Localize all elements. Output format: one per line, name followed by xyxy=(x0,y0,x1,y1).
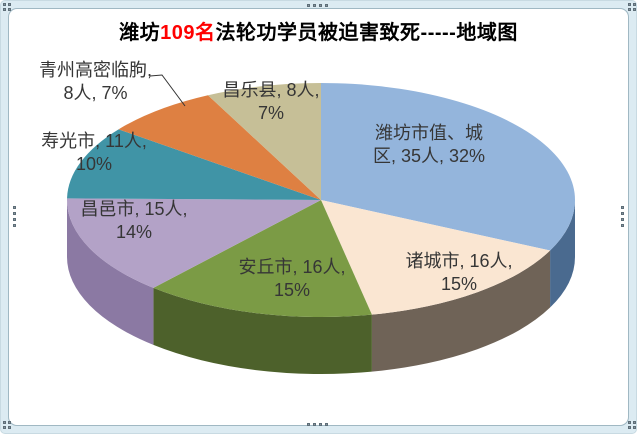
pie-side-诸城市[interactable] xyxy=(371,250,551,372)
pie-label-line: 潍坊市值、城 xyxy=(375,123,483,143)
pie-label-shouguang[interactable]: 寿光市, 11人, 10% xyxy=(4,130,184,176)
resize-handle-top[interactable] xyxy=(307,4,328,7)
pie-label-line: 安丘市, 16人, xyxy=(238,257,346,277)
pie-label-zhucheng[interactable]: 诸城市, 16人, 15% xyxy=(369,250,549,296)
chart-title[interactable]: 潍坊109名法轮功学员被迫害致死-----地域图 xyxy=(1,16,636,45)
resize-handle-top-left[interactable] xyxy=(3,3,11,11)
resize-handle-top-right[interactable] xyxy=(628,3,636,11)
pie-label-line: 寿光市, 11人, xyxy=(41,131,147,151)
pie-label-changle[interactable]: 昌乐县, 8人, 7% xyxy=(186,79,356,125)
pie-side-安丘市[interactable] xyxy=(153,287,372,374)
pie-slices xyxy=(67,83,575,374)
pie-label-qingzhou[interactable]: 青州高密临朐, 8人, 7% xyxy=(13,59,178,105)
pie-label-line: 昌邑市, 15人, xyxy=(80,199,188,219)
pie-slice-安丘市[interactable] xyxy=(153,200,372,317)
chart-title-accent: 109名 xyxy=(160,22,216,44)
pie-side-潍坊市值、城区[interactable] xyxy=(550,200,575,308)
pie-label-line: 8人, 7% xyxy=(63,83,128,103)
chart-title-text-2: 法轮功学员被迫害致死-----地域图 xyxy=(215,22,518,44)
pie-label-line: 诸城市, 16人, xyxy=(405,251,513,271)
resize-handle-left[interactable] xyxy=(13,206,16,227)
pie-label-line: 15% xyxy=(440,274,478,294)
pie-label-line: 区, 35人, 32% xyxy=(372,146,486,166)
pie-label-line: 14% xyxy=(115,222,153,242)
pie-label-line: 15% xyxy=(273,280,311,300)
chart-title-text-1: 潍坊 xyxy=(119,22,161,44)
pie-slice-昌乐县[interactable] xyxy=(207,83,321,200)
pie-slice-寿光市[interactable] xyxy=(67,129,322,200)
label-leader-line xyxy=(149,74,186,107)
pie-label-line: 10% xyxy=(75,154,113,174)
pie-slice-诸城市[interactable] xyxy=(321,200,551,315)
resize-handle-bottom[interactable] xyxy=(307,423,328,426)
pie-label-changyi[interactable]: 昌邑市, 15人, 14% xyxy=(44,198,224,244)
pie-slice-青州高密临朐[interactable] xyxy=(118,95,321,200)
resize-handle-right[interactable] xyxy=(621,206,624,227)
pie-slice-潍坊市值、城区[interactable] xyxy=(321,83,575,251)
pie-label-line: 昌乐县, 8人, xyxy=(222,80,320,100)
pie-label-line: 青州高密临朐, xyxy=(38,60,152,80)
resize-handle-bottom-left[interactable] xyxy=(3,421,11,429)
resize-handle-bottom-right[interactable] xyxy=(628,421,636,429)
pie-label-weifang[interactable]: 潍坊市值、城 区, 35人, 32% xyxy=(329,122,529,168)
pie-slice-昌邑市[interactable] xyxy=(67,198,322,288)
pie-label-anqiu[interactable]: 安丘市, 16人, 15% xyxy=(202,256,382,302)
pie-side-昌邑市[interactable] xyxy=(67,200,154,345)
pie-label-line: 7% xyxy=(257,103,284,123)
